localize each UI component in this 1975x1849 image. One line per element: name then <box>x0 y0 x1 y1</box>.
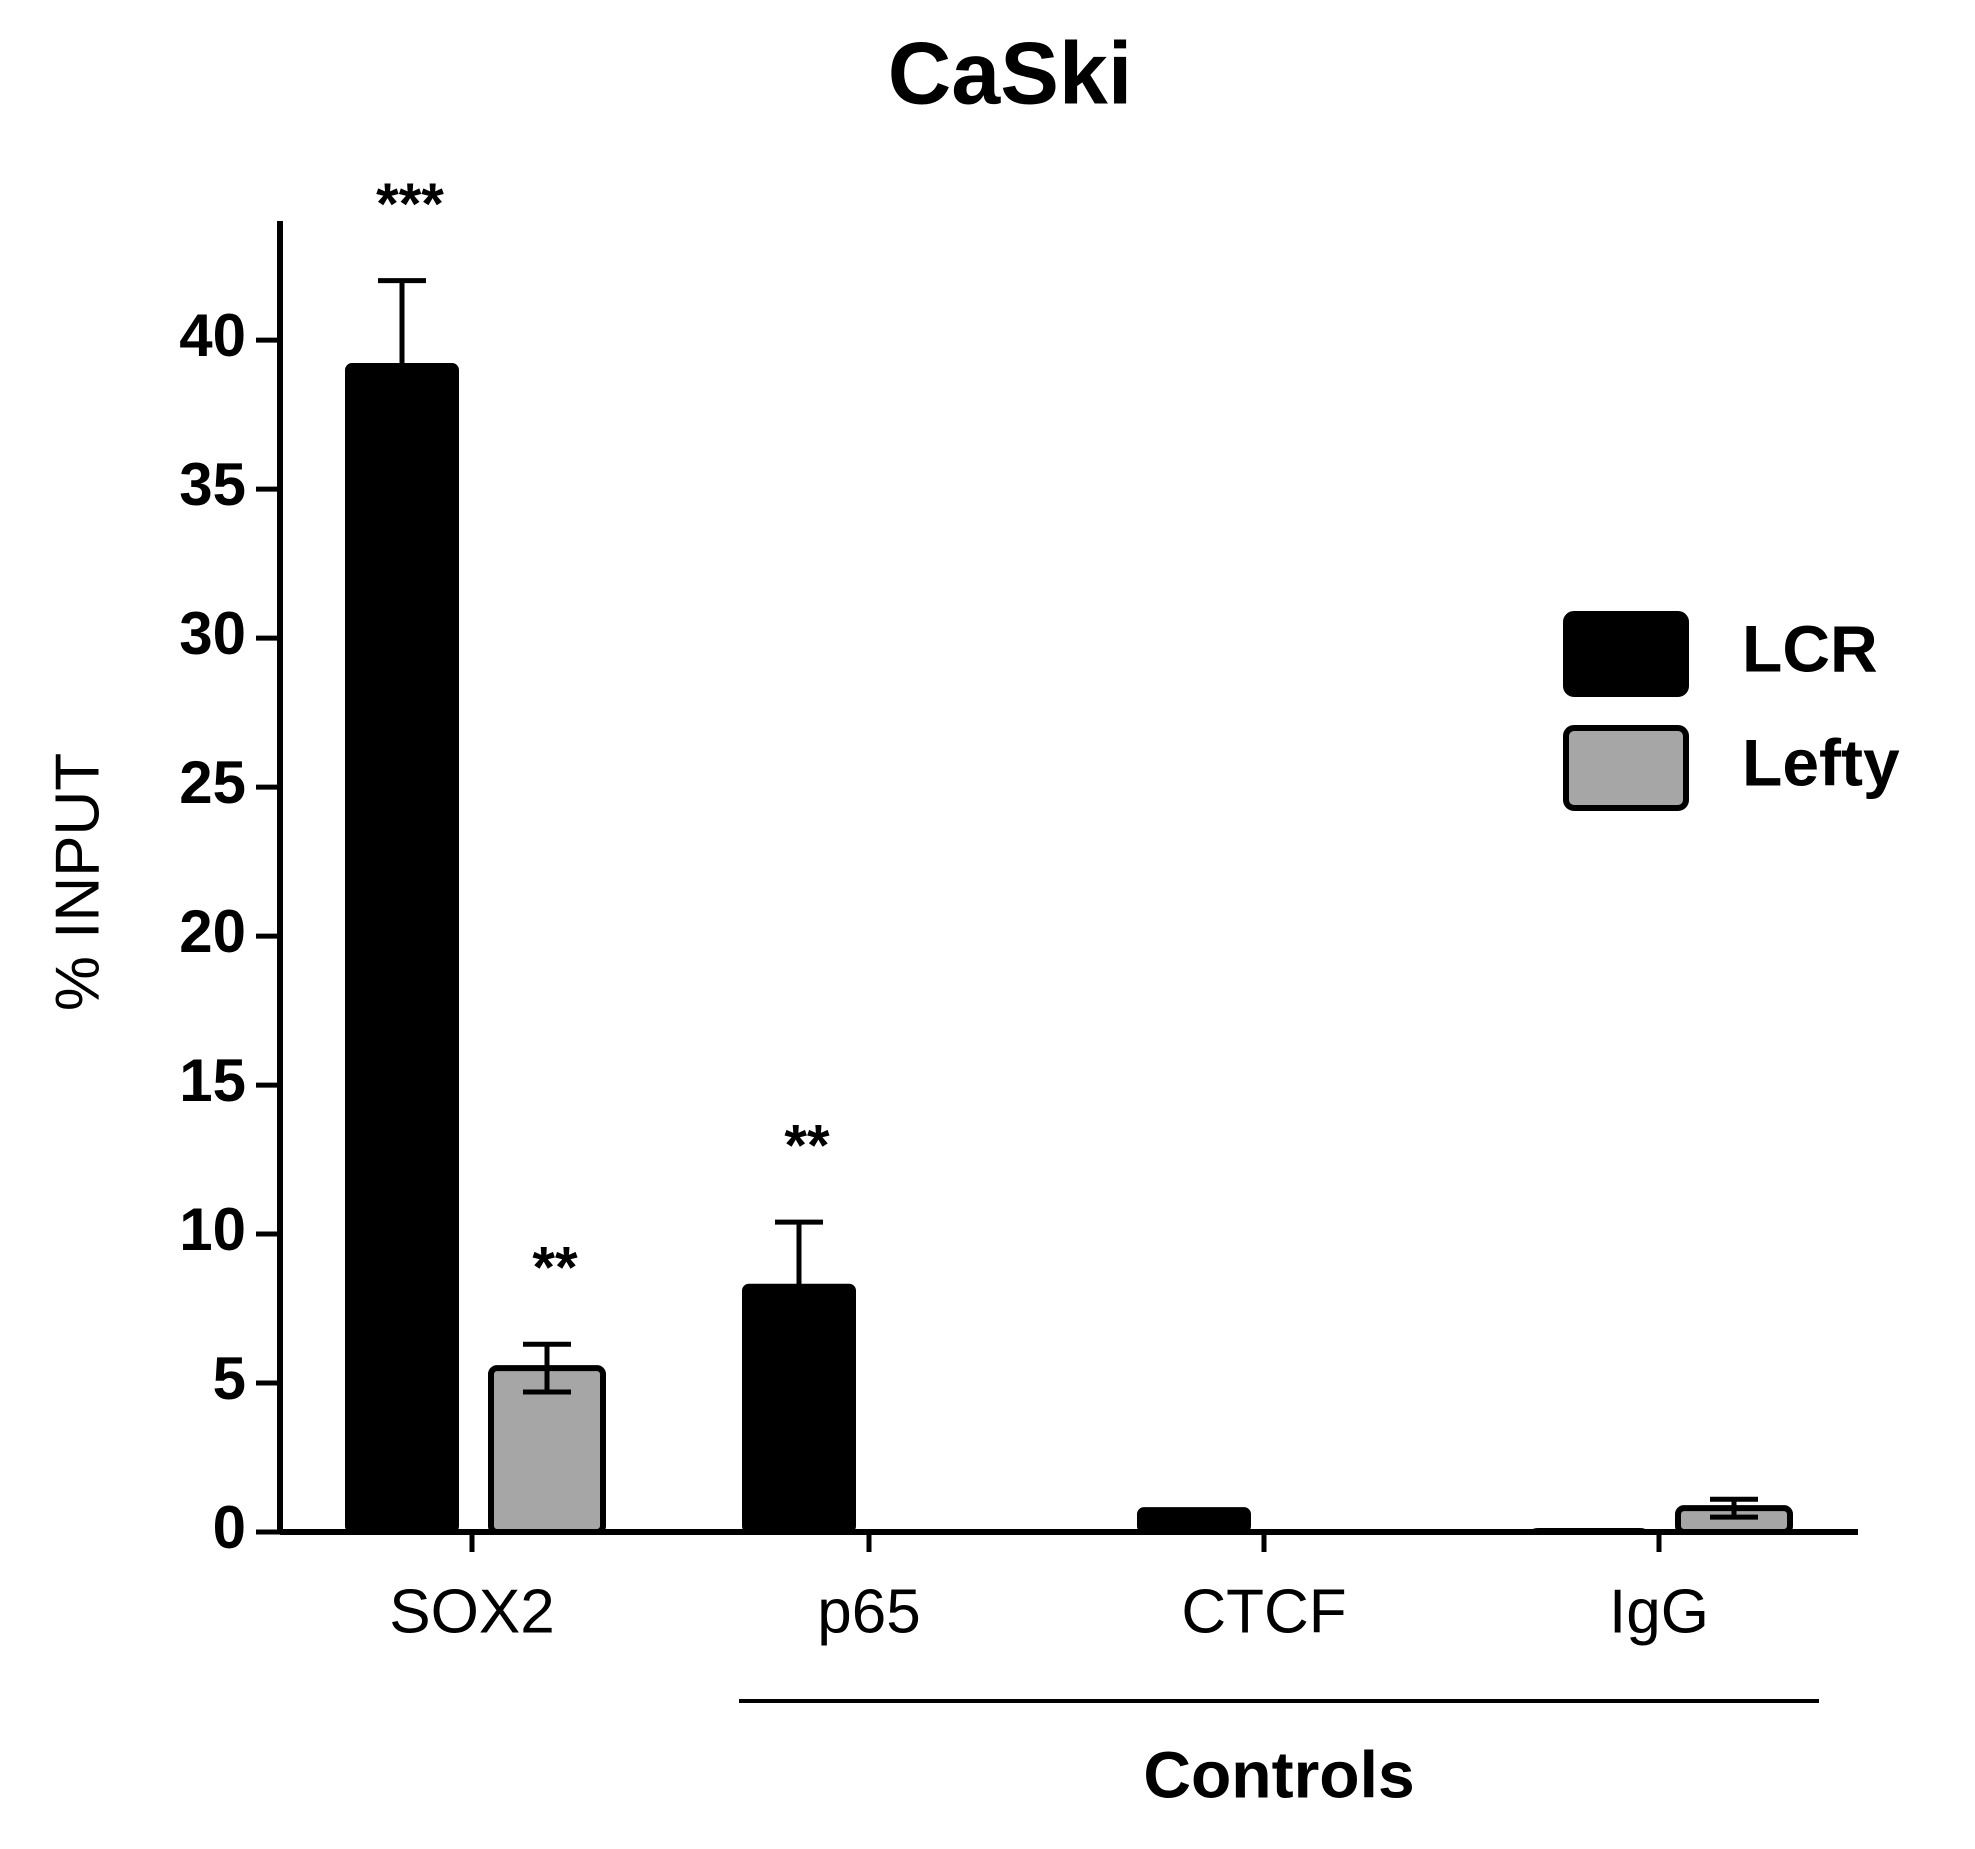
y-tick-label: 40 <box>179 302 246 369</box>
y-tick-label: 30 <box>179 600 246 667</box>
significance-label: *** <box>376 172 444 237</box>
y-tick-label: 35 <box>179 451 246 518</box>
y-tick-label: 10 <box>179 1196 246 1263</box>
error-bar <box>378 278 426 450</box>
y-tick-label: 20 <box>179 898 246 965</box>
x-tick-label: SOX2 <box>389 1577 554 1646</box>
error-bar <box>1710 1496 1758 1520</box>
significance-label: ** <box>532 1236 578 1301</box>
y-tick-label: 5 <box>213 1345 246 1412</box>
y-tick-label: 15 <box>179 1047 246 1114</box>
bar <box>345 363 459 1533</box>
significance-label: ** <box>784 1113 830 1178</box>
y-axis-label: % INPUT <box>43 753 112 1011</box>
y-tick-label: 25 <box>179 749 246 816</box>
group-label: Controls <box>1143 1737 1414 1811</box>
x-tick-label: IgG <box>1609 1577 1709 1646</box>
legend-label: LCR <box>1742 611 1878 685</box>
y-tick-label: 0 <box>213 1494 246 1561</box>
error-bar <box>775 1219 823 1350</box>
x-tick-label: CTCF <box>1181 1577 1346 1646</box>
legend-swatch <box>1563 611 1689 697</box>
chart-title: CaSki <box>888 23 1133 122</box>
x-tick-label: p65 <box>817 1577 920 1646</box>
legend-label: Lefty <box>1742 725 1900 799</box>
error-bar <box>523 1341 571 1395</box>
legend-swatch <box>1563 725 1689 811</box>
bar <box>1532 1528 1646 1534</box>
bar <box>1137 1507 1251 1534</box>
